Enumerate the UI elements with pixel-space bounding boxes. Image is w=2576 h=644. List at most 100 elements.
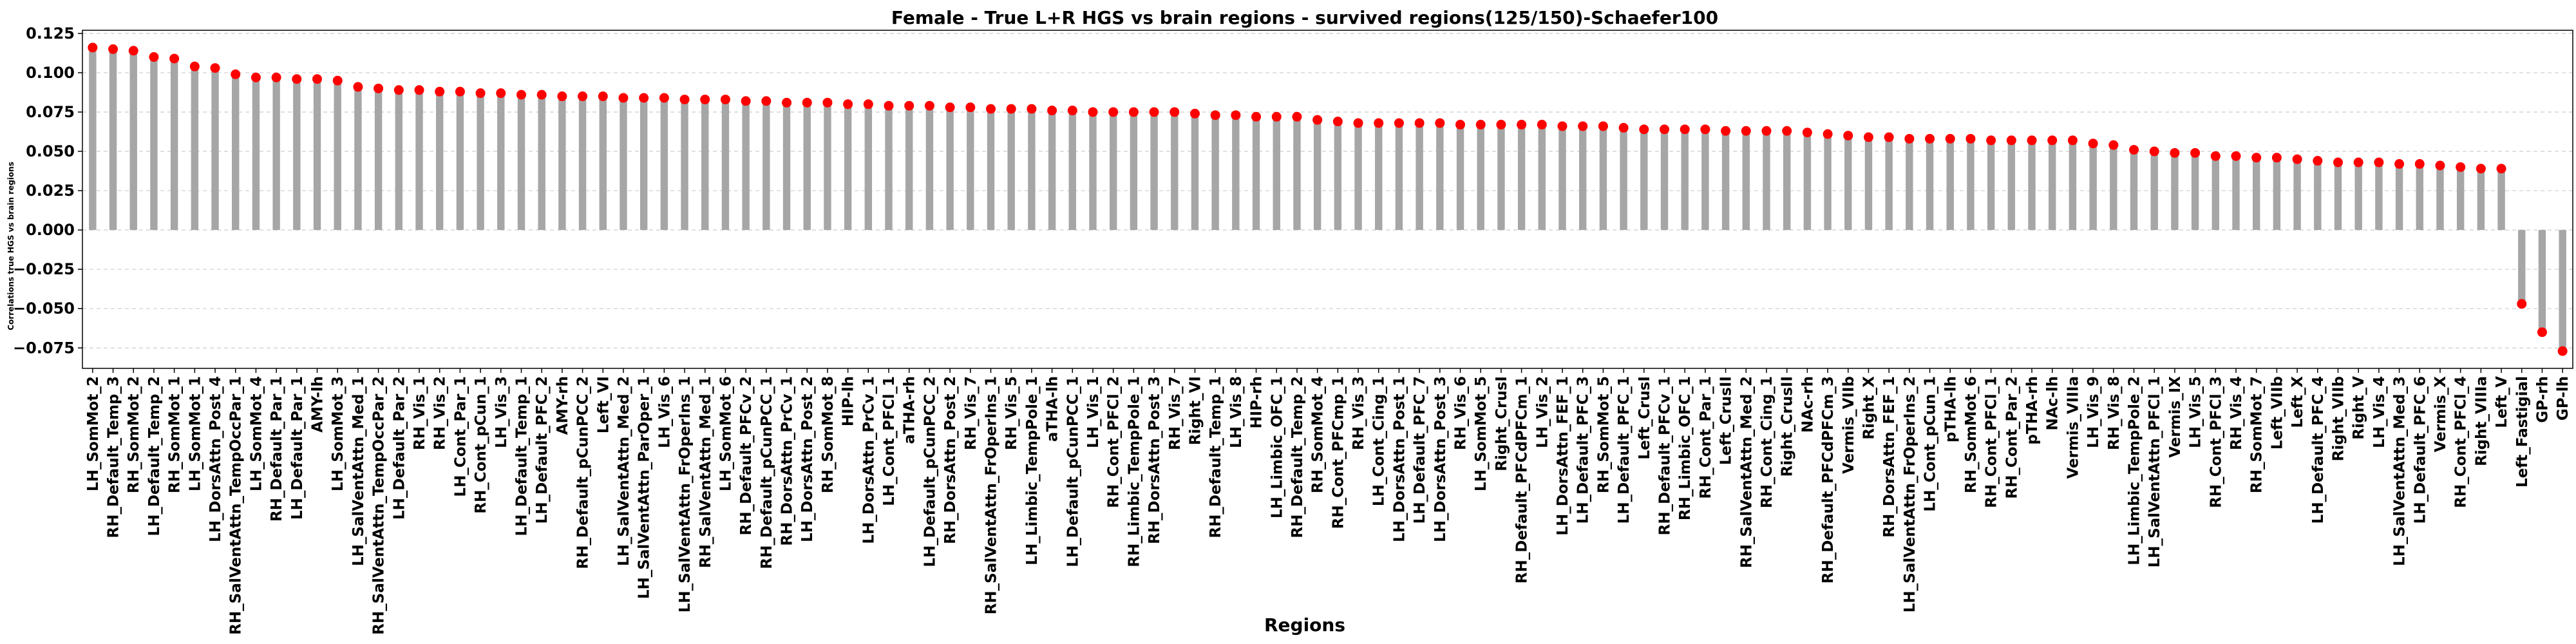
bar — [395, 90, 403, 231]
data-point — [2027, 135, 2037, 146]
x-tick-label: LH_SomMot_3 — [330, 376, 346, 491]
bar — [211, 68, 219, 231]
data-point — [536, 90, 547, 100]
chart-title: Female - True L+R HGS vs brain regions -… — [891, 7, 1718, 28]
x-tick-label: NAc-lh — [2045, 376, 2061, 431]
x-tick-label: LH_Default_pCunPCC_1 — [1065, 376, 1081, 567]
x-tick-label: LH_Limbic_TempPole_2 — [2126, 376, 2143, 565]
data-point — [2251, 153, 2262, 163]
x-tick-label: RH_DorsAttn_Post_2 — [942, 376, 959, 544]
data-point — [1353, 118, 1363, 128]
bar — [1171, 111, 1179, 231]
data-point — [210, 63, 220, 73]
bar — [129, 50, 137, 231]
data-point — [2435, 160, 2445, 171]
data-point — [2313, 156, 2323, 166]
bar — [2354, 162, 2362, 231]
x-tick-label: LH_SomMot_2 — [85, 376, 102, 491]
y-axis-ticks: −0.075 −0.050 −0.025 0.000 0.025 0.050 0.075 0.… — [13, 24, 82, 357]
x-tick-label: LH_DorsAttn_PrCv_1 — [860, 376, 877, 544]
data-point — [578, 91, 588, 102]
bar — [558, 96, 566, 231]
data-point — [679, 94, 690, 104]
bar — [803, 102, 811, 231]
bar — [1109, 111, 1117, 231]
x-tick-label: RH_SomMot_5 — [1595, 376, 1612, 493]
bar — [2252, 157, 2260, 231]
data-point — [1823, 129, 1833, 139]
bar — [2130, 149, 2138, 231]
data-point — [2210, 151, 2221, 161]
data-point — [2149, 146, 2159, 156]
x-tick-label: Left_V — [2494, 376, 2510, 428]
y-tick-label: 0.000 — [26, 221, 75, 239]
data-point — [2476, 164, 2486, 174]
x-tick-label: LH_Default_Temp_2 — [146, 376, 163, 536]
y-tick-label: 0.125 — [26, 24, 75, 43]
bar — [1191, 113, 1199, 231]
bar — [2314, 160, 2322, 231]
data-point — [1986, 135, 1996, 146]
data-point — [496, 88, 506, 99]
data-point — [1231, 110, 1241, 120]
data-point — [231, 69, 241, 79]
x-tick-label: Left_Fastigial — [2514, 376, 2531, 488]
x-tick-label: LH_Vis_2 — [1534, 376, 1551, 448]
x-tick-label: LH_Cont_PFCl_1 — [881, 376, 898, 506]
bar — [272, 77, 280, 231]
x-tick-label: LH_Limbic_OFC_1 — [1269, 376, 1285, 518]
x-tick-label: Right_CrusII — [1779, 376, 1796, 477]
data-point — [741, 96, 751, 106]
bar — [2538, 230, 2546, 332]
data-point — [414, 85, 424, 95]
x-tick-label: Right_X — [1861, 376, 1877, 440]
bar — [2150, 151, 2158, 231]
x-tick-label: RH_Cont_PFCl_3 — [2208, 376, 2224, 508]
x-tick-label: RH_Vis_7 — [1167, 376, 1184, 450]
data-point — [1884, 132, 1894, 142]
bar — [864, 104, 873, 231]
data-point — [1659, 124, 1669, 135]
x-tick-label: RH_Default_PFCdPFCm_3 — [1820, 376, 1837, 583]
data-point — [2129, 145, 2139, 155]
bar — [1089, 111, 1097, 231]
data-point — [251, 72, 261, 82]
x-tick-label: Right_CrusI — [1493, 376, 1510, 471]
bar — [2007, 140, 2016, 231]
data-point — [2088, 138, 2098, 149]
data-point — [1374, 118, 1384, 128]
plot-frame — [82, 30, 2573, 369]
data-point — [843, 99, 853, 109]
data-point — [2292, 154, 2302, 164]
bar — [2049, 140, 2056, 231]
data-point — [128, 46, 138, 56]
x-tick-label: RH_SomMot_8 — [820, 376, 837, 493]
bar — [1007, 109, 1015, 231]
data-point — [1067, 106, 1077, 116]
x-tick-label: LH_DorsAttn_FEF_1 — [1555, 376, 1571, 536]
data-point — [904, 100, 914, 111]
x-tick-label: RH_Vis_1 — [412, 376, 428, 450]
data-point — [1027, 104, 1037, 114]
x-tick-label: GP-rh — [2534, 376, 2551, 423]
x-tick-label: RH_Default_Par_1 — [269, 376, 285, 522]
x-tick-label: HIP-rh — [1249, 376, 1265, 429]
x-tick-label: LH_SalVentAttn_Med_2 — [616, 376, 632, 566]
x-tick-label: RH_SalVentAttn_FrOperIns_1 — [983, 376, 1000, 614]
x-tick-label: Right_VIIIa — [2473, 376, 2490, 466]
x-tick-label: RH_Default_PFCv_1 — [1656, 376, 1673, 535]
x-tick-label: RH_Cont_PFCl_1 — [1984, 376, 2000, 508]
bar — [1538, 124, 1546, 231]
x-tick-label: LH_Default_PFC_4 — [2310, 376, 2327, 524]
bar — [1803, 132, 1812, 231]
x-tick-label: RH_Vis_4 — [2228, 376, 2245, 450]
x-tick-label: LH_Default_Par_2 — [391, 376, 408, 520]
x-tick-label: LH_Default_Temp_1 — [513, 376, 530, 536]
x-tick-label: RH_Default_Temp_1 — [1208, 376, 1224, 538]
x-tick-label: AMY-rh — [554, 376, 571, 435]
bar — [2334, 162, 2342, 231]
bar — [1252, 117, 1260, 231]
x-tick-label: RH_Cont_PFCl_4 — [2453, 376, 2470, 508]
x-tick-label: LH_Default_PFC_3 — [1575, 376, 1592, 524]
data-point — [1292, 111, 1302, 122]
